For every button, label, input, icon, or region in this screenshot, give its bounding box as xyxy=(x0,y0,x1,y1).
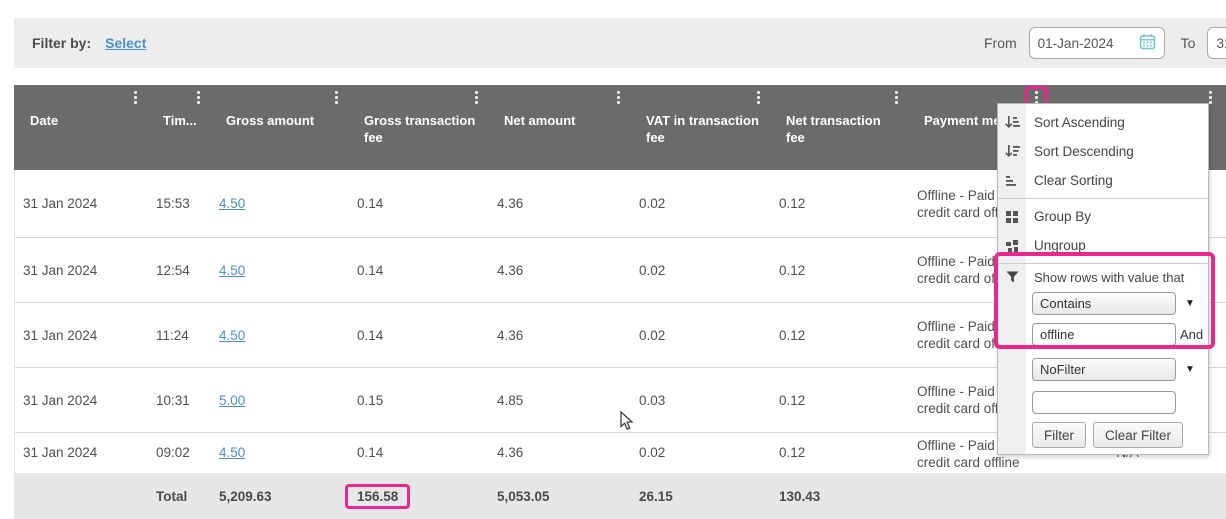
menu-filter-section-title: Show rows with value that xyxy=(998,268,1208,288)
calendar-icon[interactable] xyxy=(1139,33,1156,53)
cell-gross-fee: 0.14 xyxy=(357,445,384,460)
total-label: Total xyxy=(156,488,188,504)
cell-gross-fee: 0.15 xyxy=(357,392,384,408)
menu-item-group-by[interactable]: Group By xyxy=(998,202,1208,231)
cell-date: 31 Jan 2024 xyxy=(23,196,98,211)
from-date-input[interactable]: 01-Jan-2024 xyxy=(1028,27,1165,59)
cell-net-fee: 0.12 xyxy=(779,392,806,408)
menu-filter-controls: Contains ▼ And NoFilter ▼ Filter Clear F… xyxy=(998,292,1208,448)
filter-operator-2-select[interactable]: NoFilter xyxy=(1032,358,1176,381)
sort-descending-icon xyxy=(998,145,1026,158)
filter-value-1-input[interactable] xyxy=(1032,323,1176,346)
cell-gross-fee: 0.14 xyxy=(357,196,384,211)
cell-net-amount: 4.36 xyxy=(497,262,524,278)
column-menu: Sort Ascending Sort Descending Clear Sor… xyxy=(994,103,1215,455)
filter-by-label: Filter by: xyxy=(32,35,92,51)
cell-net-fee: 0.12 xyxy=(779,196,806,211)
cell-net-fee: 0.12 xyxy=(779,445,806,460)
gross-amount-link[interactable]: 4.50 xyxy=(219,196,246,211)
menu-divider xyxy=(998,263,1208,264)
filter-bar: Filter by: Select From 01-Jan-2024 To 31… xyxy=(14,18,1226,68)
column-header-gross-amount[interactable]: Gross amount xyxy=(210,85,348,170)
cell-net-amount: 4.85 xyxy=(497,392,524,408)
filter-operator-1-select[interactable]: Contains xyxy=(1032,292,1176,315)
menu-divider xyxy=(998,198,1208,199)
column-header-vat-in-transaction-fee[interactable]: VAT in transaction fee xyxy=(630,85,770,170)
cell-time: 10:31 xyxy=(156,392,190,408)
cell-net-amount: 4.36 xyxy=(497,445,524,460)
column-menu-dots-icon[interactable] xyxy=(617,91,620,104)
to-date-value: 31-Jan-2024 xyxy=(1216,35,1226,51)
from-date-value: 01-Jan-2024 xyxy=(1037,35,1114,51)
cell-vat-fee: 0.02 xyxy=(639,445,666,460)
filter-icon xyxy=(998,268,1026,283)
cell-time: 12:54 xyxy=(156,262,190,278)
cell-vat-fee: 0.02 xyxy=(639,196,666,211)
cell-time: 09:02 xyxy=(156,445,190,460)
column-menu-dots-icon[interactable] xyxy=(1035,91,1038,104)
gross-amount-link[interactable]: 4.50 xyxy=(219,445,246,460)
cell-gross-fee: 0.14 xyxy=(357,327,384,343)
column-menu-dots-icon[interactable] xyxy=(335,91,338,104)
gross-amount-link[interactable]: 5.00 xyxy=(219,392,246,408)
chevron-down-icon[interactable]: ▼ xyxy=(1185,298,1195,309)
column-menu-dots-icon[interactable] xyxy=(197,91,200,104)
cell-date: 31 Jan 2024 xyxy=(23,327,98,343)
cell-net-amount: 4.36 xyxy=(497,327,524,343)
cell-time: 15:53 xyxy=(156,196,190,211)
to-date-input[interactable]: 31-Jan-2024 xyxy=(1207,27,1226,59)
column-menu-dots-icon[interactable] xyxy=(1209,91,1212,104)
total-net-amount: 5,053.05 xyxy=(497,488,550,504)
group-by-icon xyxy=(998,210,1026,223)
ungroup-icon xyxy=(998,239,1026,252)
cell-date: 31 Jan 2024 xyxy=(23,262,98,278)
menu-item-sort-ascending[interactable]: Sort Ascending xyxy=(998,108,1208,137)
total-vat-fee: 26.15 xyxy=(639,488,673,504)
cell-gross-fee: 0.14 xyxy=(357,262,384,278)
cell-vat-fee: 0.02 xyxy=(639,327,666,343)
menu-item-ungroup[interactable]: Ungroup xyxy=(998,231,1208,260)
cell-net-fee: 0.12 xyxy=(779,327,806,343)
gross-amount-link[interactable]: 4.50 xyxy=(219,262,246,278)
cell-time: 11:24 xyxy=(156,327,189,343)
and-label: And xyxy=(1180,327,1204,342)
menu-item-clear-sorting[interactable]: Clear Sorting xyxy=(998,166,1208,195)
total-net-fee: 130.43 xyxy=(779,488,821,504)
column-header-date[interactable]: Date xyxy=(14,85,147,170)
from-label: From xyxy=(984,35,1017,51)
column-menu-dots-icon[interactable] xyxy=(895,91,898,104)
chevron-down-icon[interactable]: ▼ xyxy=(1185,364,1195,375)
sort-ascending-icon xyxy=(998,116,1026,129)
total-gross-amount: 5,209.63 xyxy=(219,488,272,504)
column-header-gross-transaction-fee[interactable]: Gross transaction fee xyxy=(348,85,488,170)
menu-item-sort-descending[interactable]: Sort Descending xyxy=(998,137,1208,166)
column-menu-dots-icon[interactable] xyxy=(475,91,478,104)
cell-date: 31 Jan 2024 xyxy=(23,445,98,460)
to-label: To xyxy=(1180,35,1196,51)
total-gross-fee: 156.58 xyxy=(357,488,399,504)
filter-button[interactable]: Filter xyxy=(1032,422,1086,448)
column-header-net-amount[interactable]: Net amount xyxy=(488,85,630,170)
column-header-time[interactable]: Tim... xyxy=(147,85,210,170)
cell-vat-fee: 0.03 xyxy=(639,392,666,408)
cell-vat-fee: 0.02 xyxy=(639,262,666,278)
filter-value-2-input[interactable] xyxy=(1032,391,1176,414)
column-menu-dots-icon[interactable] xyxy=(134,91,137,104)
cell-net-fee: 0.12 xyxy=(779,262,806,278)
annotation-total-fee-highlight: 156.58 xyxy=(345,483,411,509)
total-row: Total 5,209.63 156.58 5,053.05 26.15 130… xyxy=(15,473,1226,519)
clear-filter-button[interactable]: Clear Filter xyxy=(1093,422,1184,448)
column-header-last[interactable] xyxy=(1050,85,1226,170)
column-menu-dots-icon[interactable] xyxy=(757,91,760,104)
filter-select-link[interactable]: Select xyxy=(105,35,147,51)
cell-net-amount: 4.36 xyxy=(497,196,524,211)
column-header-net-transaction-fee[interactable]: Net transaction fee xyxy=(770,85,908,170)
cell-date: 31 Jan 2024 xyxy=(23,392,98,408)
table-header-row: Date Tim... Gross amount Gross transacti… xyxy=(14,85,1226,170)
clear-sorting-icon xyxy=(998,175,1026,187)
gross-amount-link[interactable]: 4.50 xyxy=(219,327,246,343)
date-range: From 01-Jan-2024 To 31-Jan-2024 xyxy=(984,18,1226,68)
